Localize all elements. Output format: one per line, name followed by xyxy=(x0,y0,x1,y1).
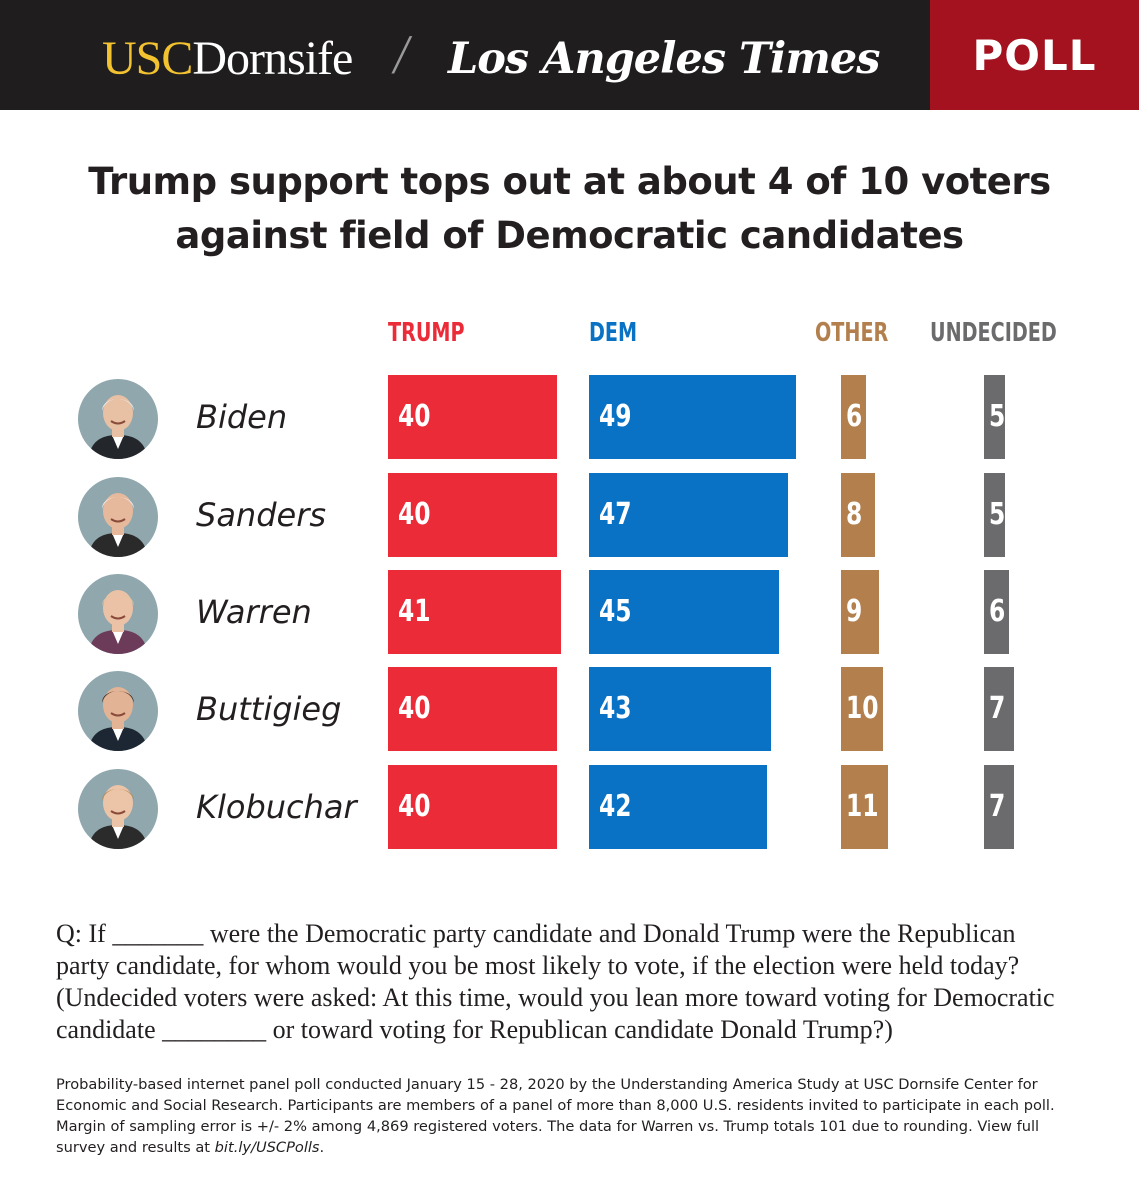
bar-trump-buttigieg xyxy=(388,667,557,751)
note-line-4: survey and results at bit.ly/USCPolls. xyxy=(56,1137,1096,1158)
bar-label-other-buttigieg: 10 xyxy=(846,691,879,726)
header-banner: USCDornsife / Los Angeles Times POLL xyxy=(0,0,1139,110)
bar-other-warren xyxy=(841,570,879,654)
candidate-photo-warren xyxy=(78,574,158,654)
chart-title: Trump support tops out at about 4 of 10 … xyxy=(0,155,1139,263)
candidate-name-buttigieg: Buttigieg xyxy=(196,690,342,728)
bar-label-undecided-warren: 6 xyxy=(989,594,1006,629)
bar-label-other-klobuchar: 11 xyxy=(846,789,879,824)
usc-dornsife-logo: USCDornsife xyxy=(102,30,353,88)
candidate-name-biden: Biden xyxy=(196,398,288,436)
bar-dem-sanders xyxy=(589,473,788,557)
chart-title-line-1: Trump support tops out at about 4 of 10 … xyxy=(88,160,1051,203)
bar-dem-warren xyxy=(589,570,779,654)
chart-title-line-2: against field of Democratic candidates xyxy=(175,214,964,257)
bar-label-trump-sanders: 40 xyxy=(398,497,431,532)
candidate-name-sanders: Sanders xyxy=(196,496,327,534)
question-line-3: (Undecided voters were asked: At this ti… xyxy=(56,983,1055,1012)
los-angeles-times-logo: Los Angeles Times xyxy=(448,34,880,84)
bar-label-dem-biden: 49 xyxy=(599,399,632,434)
note-line-2: Economic and Social Research. Participan… xyxy=(56,1097,1055,1114)
bar-trump-warren xyxy=(388,570,561,654)
candidate-name-warren: Warren xyxy=(196,593,312,631)
bar-label-dem-sanders: 47 xyxy=(599,497,632,532)
bar-label-other-biden: 6 xyxy=(846,399,863,434)
bar-label-dem-warren: 45 xyxy=(599,594,632,629)
bar-other-buttigieg xyxy=(841,667,883,751)
candidate-name-klobuchar: Klobuchar xyxy=(196,788,357,826)
note-line-1: Probability-based internet panel poll co… xyxy=(56,1076,1038,1093)
note-line-4-end: . xyxy=(319,1139,325,1156)
survey-link[interactable]: bit.ly/USCPolls xyxy=(214,1139,320,1156)
logo-separator: / xyxy=(389,24,414,86)
bar-label-dem-klobuchar: 42 xyxy=(599,789,632,824)
bar-other-sanders xyxy=(841,473,875,557)
poll-badge: POLL xyxy=(930,0,1139,110)
note-line-4-text: survey and results at xyxy=(56,1139,215,1156)
bar-label-other-sanders: 8 xyxy=(846,497,863,532)
bar-trump-biden xyxy=(388,375,557,459)
bar-other-klobuchar xyxy=(841,765,888,849)
question-line-1: Q: If _______ were the Democratic party … xyxy=(56,919,1016,948)
question-line-2: party candidate, for whom would you be m… xyxy=(56,951,1020,980)
bar-undecided-biden xyxy=(984,375,1005,459)
question-line-4: candidate ________ or toward voting for … xyxy=(56,1015,893,1044)
candidate-photo-klobuchar xyxy=(78,769,158,849)
column-header-undecided: UNDECIDED xyxy=(930,318,1057,348)
usc-logo-part: USC xyxy=(102,32,193,85)
column-header-other: OTHER xyxy=(815,318,889,348)
column-header-dem: DEM xyxy=(589,318,638,348)
bar-other-biden xyxy=(841,375,866,459)
bar-label-trump-klobuchar: 40 xyxy=(398,789,431,824)
column-header-trump: TRUMP xyxy=(388,318,465,348)
bar-dem-klobuchar xyxy=(589,765,767,849)
poll-question: Q: If _______ were the Democratic party … xyxy=(56,918,1096,1046)
candidate-photo-sanders xyxy=(78,477,158,557)
bar-undecided-warren xyxy=(984,570,1009,654)
bar-dem-buttigieg xyxy=(589,667,771,751)
bar-label-undecided-biden: 5 xyxy=(989,399,1006,434)
bar-undecided-sanders xyxy=(984,473,1005,557)
bar-undecided-klobuchar xyxy=(984,765,1014,849)
bar-label-trump-warren: 41 xyxy=(398,594,431,629)
bar-undecided-buttigieg xyxy=(984,667,1014,751)
bar-trump-sanders xyxy=(388,473,557,557)
bar-label-undecided-klobuchar: 7 xyxy=(989,789,1006,824)
note-line-3: Margin of sampling error is +/- 2% among… xyxy=(56,1118,1040,1135)
dornsife-logo-part: Dornsife xyxy=(192,32,353,85)
bar-label-undecided-sanders: 5 xyxy=(989,497,1006,532)
bar-label-trump-buttigieg: 40 xyxy=(398,691,431,726)
bar-label-undecided-buttigieg: 7 xyxy=(989,691,1006,726)
bar-dem-biden xyxy=(589,375,796,459)
candidate-photo-buttigieg xyxy=(78,671,158,751)
bar-label-trump-biden: 40 xyxy=(398,399,431,434)
candidate-photo-biden xyxy=(78,379,158,459)
bar-label-other-warren: 9 xyxy=(846,594,863,629)
bar-trump-klobuchar xyxy=(388,765,557,849)
bar-label-dem-buttigieg: 43 xyxy=(599,691,632,726)
methodology-note: Probability-based internet panel poll co… xyxy=(56,1074,1096,1158)
